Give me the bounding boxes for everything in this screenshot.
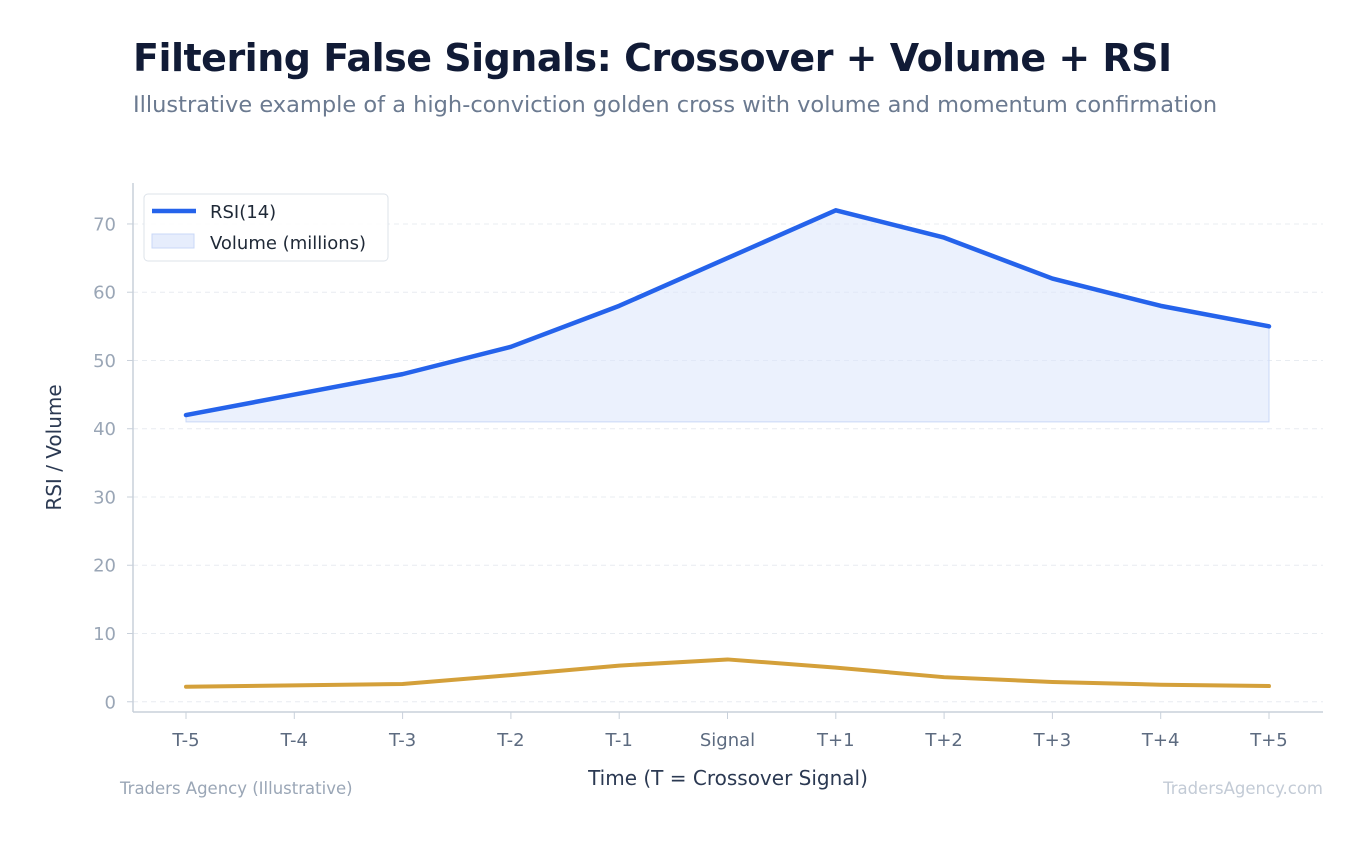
point-volume: [509, 673, 513, 677]
chart-title: Filtering False Signals: Crossover + Vol…: [133, 36, 1172, 80]
point-rsi: [942, 236, 946, 240]
point-volume: [942, 675, 946, 679]
legend-volume-label: Volume (millions): [210, 233, 366, 254]
y-tick-label: 20: [93, 556, 116, 577]
y-tick-label: 50: [93, 351, 116, 372]
x-tick-label: T-4: [280, 730, 308, 751]
legend-rsi-label: RSI(14): [210, 202, 276, 223]
point-volume: [726, 657, 730, 661]
point-volume: [1159, 683, 1163, 687]
y-tick-label: 30: [93, 487, 116, 508]
point-volume: [1267, 684, 1271, 688]
point-rsi: [617, 304, 621, 308]
y-tick-label: 40: [93, 419, 116, 440]
x-tick-label: T-3: [388, 730, 416, 751]
x-tick-label: T+2: [924, 730, 963, 751]
y-axis-title: RSI / Volume: [42, 384, 66, 510]
point-rsi: [184, 413, 188, 417]
line-rsi: [183, 208, 1272, 418]
chart-subtitle: Illustrative example of a high-convictio…: [133, 92, 1218, 118]
point-rsi: [509, 345, 513, 349]
point-rsi: [726, 256, 730, 260]
source-note: Traders Agency (Illustrative): [120, 779, 353, 798]
x-tick-label: T+1: [816, 730, 855, 751]
y-tick-label: 0: [105, 692, 116, 713]
x-axis-title: Time (T = Crossover Signal): [587, 766, 868, 790]
legend-box: [143, 193, 389, 262]
point-volume: [401, 682, 405, 686]
point-rsi: [401, 372, 405, 376]
x-tick-label: T+5: [1249, 730, 1288, 751]
point-rsi: [834, 208, 838, 212]
x-tick-label: T-5: [171, 730, 199, 751]
x-tick-label: T-1: [605, 730, 633, 751]
point-volume: [1050, 680, 1054, 684]
x-tick-label: Signal: [700, 730, 755, 751]
point-rsi: [1159, 304, 1163, 308]
point-rsi: [292, 393, 296, 397]
watermark: TradersAgency.com: [1163, 779, 1323, 798]
x-tick-label: T+3: [1033, 730, 1072, 751]
point-volume: [184, 685, 188, 689]
point-volume: [292, 683, 296, 687]
y-tick-label: 60: [93, 283, 116, 304]
line-volume: [184, 657, 1271, 689]
x-tick-label: T+4: [1141, 730, 1180, 751]
point-volume: [617, 664, 621, 668]
y-tick-label: 10: [93, 624, 116, 645]
y-tick-label: 70: [93, 214, 116, 235]
point-rsi: [1050, 277, 1054, 281]
legend-volume-swatch: [151, 233, 195, 249]
point-rsi: [1267, 324, 1271, 328]
point-volume: [834, 666, 838, 670]
x-tick-label: T-2: [496, 730, 524, 751]
